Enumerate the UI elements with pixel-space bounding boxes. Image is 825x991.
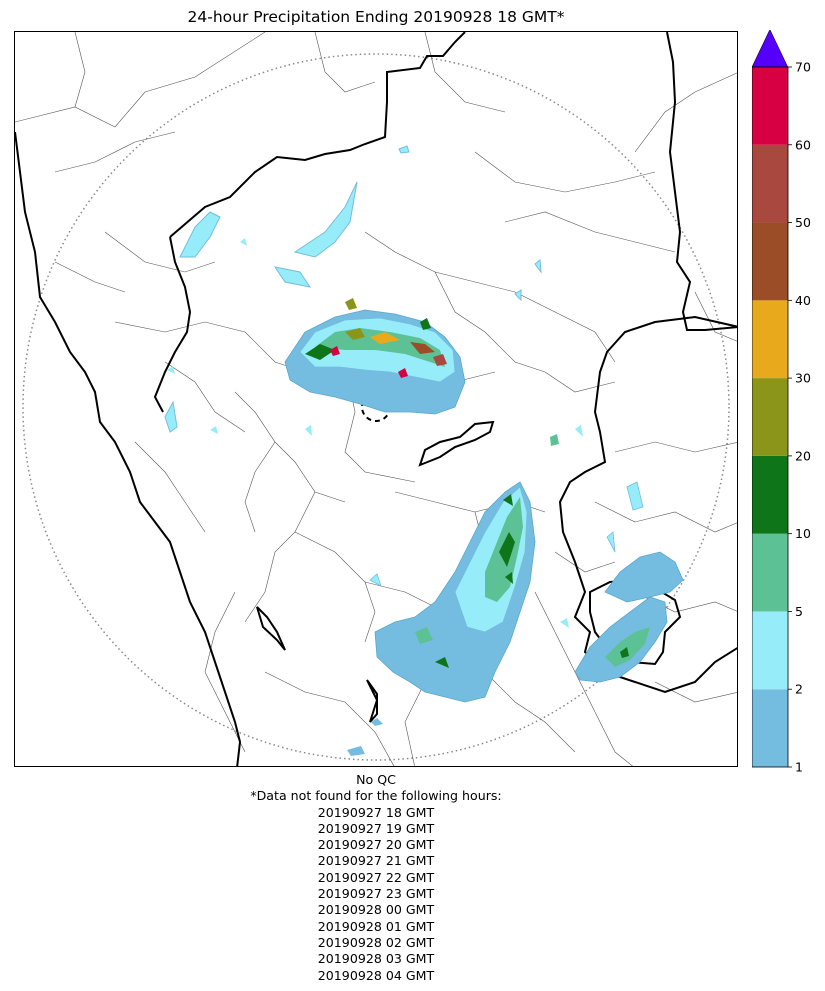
colorbar-tick-label: 20: [795, 448, 811, 463]
district-boundaries: [15, 32, 737, 766]
missing-hour: 20190927 23 GMT: [317, 886, 435, 902]
colorbar-tick-label: 30: [795, 371, 811, 386]
precipitation-colorbar: 1 2 5 10 20 30 40 50 60 70: [752, 30, 811, 775]
colorbar-segment: [752, 144, 788, 223]
missing-hour: 20190928 03 GMT: [317, 951, 435, 967]
colorbar-ticks: 1 2 5 10 20 30 40 50 60 70: [788, 60, 811, 775]
map-canvas: [15, 32, 737, 766]
colorbar-tick-label: 5: [795, 604, 803, 619]
colorbar-tick-label: 1: [795, 760, 803, 775]
colorbar-segment: [752, 689, 788, 767]
missing-hour: 20190928 02 GMT: [317, 934, 435, 950]
precipitation-field: [164, 145, 684, 756]
missing-hour: 20190927 18 GMT: [317, 804, 435, 820]
qc-note: No QC: [356, 772, 396, 787]
missing-hour: 20190927 20 GMT: [317, 837, 435, 853]
missing-hour: 20190927 21 GMT: [317, 853, 435, 869]
colorbar-over-triangle: [752, 30, 789, 68]
missing-data-note: *Data not found for the following hours:: [250, 788, 502, 804]
colorbar-segment: [752, 378, 788, 456]
colorbar-segments: [752, 66, 789, 768]
colorbar-segment: [752, 67, 788, 145]
colorbar-segment: [752, 222, 788, 301]
missing-hour: 20190928 01 GMT: [317, 918, 435, 934]
colorbar-segment: [752, 300, 788, 379]
colorbar-tick-label: 40: [795, 293, 811, 308]
colorbar-segment: [752, 455, 788, 534]
missing-hour: 20190928 00 GMT: [317, 902, 435, 918]
colorbar-tick-label: 50: [795, 215, 811, 230]
colorbar-frame: [752, 66, 789, 768]
missing-hour: 20190928 04 GMT: [317, 967, 435, 983]
map-title: 24-hour Precipitation Ending 20190928 18…: [187, 8, 565, 26]
state-boundaries: [153, 32, 737, 723]
missing-hour: 20190927 22 GMT: [317, 869, 435, 885]
colorbar-tick-label: 2: [795, 682, 803, 697]
radar-range-ring: [22, 53, 730, 761]
map-footer: No QC *Data not found for the following …: [0, 772, 752, 984]
colorbar-tick-label: 60: [795, 137, 811, 152]
coastline: [15, 131, 242, 766]
missing-hour: 20190927 19 GMT: [317, 820, 435, 836]
colorbar-segment: [752, 533, 788, 612]
colorbar-tick-label: 70: [795, 60, 811, 75]
precipitation-map: [14, 31, 738, 767]
colorbar-tick-label: 10: [795, 526, 811, 541]
colorbar-segment: [752, 611, 788, 690]
